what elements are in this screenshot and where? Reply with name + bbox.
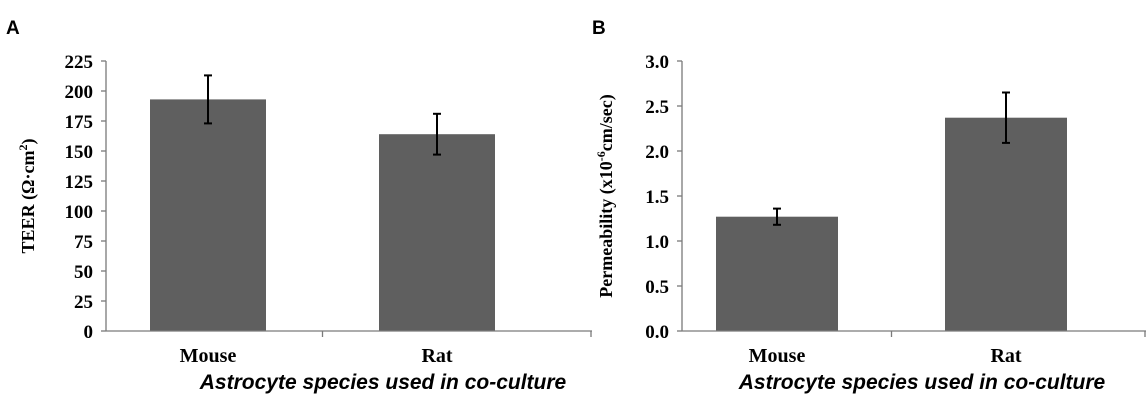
panel-a-y-tick-label: 225 (65, 52, 94, 73)
panel-a-y-tick-label: 25 (74, 292, 93, 313)
panel-a-y-tick-label: 150 (65, 142, 94, 163)
panel-b-bar-mouse (716, 216, 838, 331)
panel-a-letter: A (6, 18, 20, 39)
panel-a-bar-rat (379, 134, 495, 331)
panel-b-y-tick-label: 1.0 (645, 232, 669, 253)
panel-a-chart: A TEER (Ω·cm2) Astrocyte species used in… (6, 18, 592, 394)
panel-b-y-tick-label: 2.5 (645, 97, 669, 118)
panel-a-category-label-mouse: Mouse (180, 345, 237, 367)
panel-b-y-tick-label: 2.0 (645, 142, 669, 163)
panel-b-y-tick-label: 3.0 (645, 52, 669, 73)
panel-b-x-axis-label: Astrocyte species used in co-culture (738, 371, 1106, 394)
panel-a-y-tick-label: 0 (84, 322, 94, 343)
panel-b-y-tick-label: 1.5 (645, 187, 669, 208)
panel-b-error-bar-rat (1002, 91, 1010, 144)
panel-a-y-tick-label: 50 (74, 262, 93, 283)
panel-a-y-tick-label: 175 (65, 112, 94, 133)
panel-a-y-tick-label: 125 (65, 172, 94, 193)
panel-b-category-label-mouse: Mouse (749, 345, 806, 367)
panel-a-y-tick-label: 100 (65, 202, 94, 223)
panel-a-error-bar-rat (433, 112, 441, 156)
panel-a-bar-mouse (150, 99, 266, 332)
panel-a-y-axis-label: TEER (Ω·cm2) (16, 139, 39, 254)
panel-a-y-tick-label: 200 (65, 82, 94, 103)
panel-b-y-tick-label: 0.5 (645, 277, 669, 298)
panel-b-error-bar-mouse (773, 207, 781, 226)
panel-a-y-tick-label: 75 (74, 232, 93, 253)
panel-b-letter: B (592, 18, 606, 39)
panel-b-chart: B Permeability (x10-6cm/sec) Astrocyte s… (592, 18, 1146, 394)
panel-b-bar-rat (945, 117, 1067, 331)
panel-a-category-label-rat: Rat (421, 345, 452, 367)
panel-a-x-axis-label: Astrocyte species used in co-culture (199, 371, 567, 394)
panel-b-category-label-rat: Rat (990, 345, 1021, 367)
panel-b-y-tick-label: 0.0 (645, 322, 669, 343)
panel-b-y-axis-label: Permeability (x10-6cm/sec) (594, 94, 617, 297)
panel-a-error-bar-mouse (204, 74, 212, 125)
